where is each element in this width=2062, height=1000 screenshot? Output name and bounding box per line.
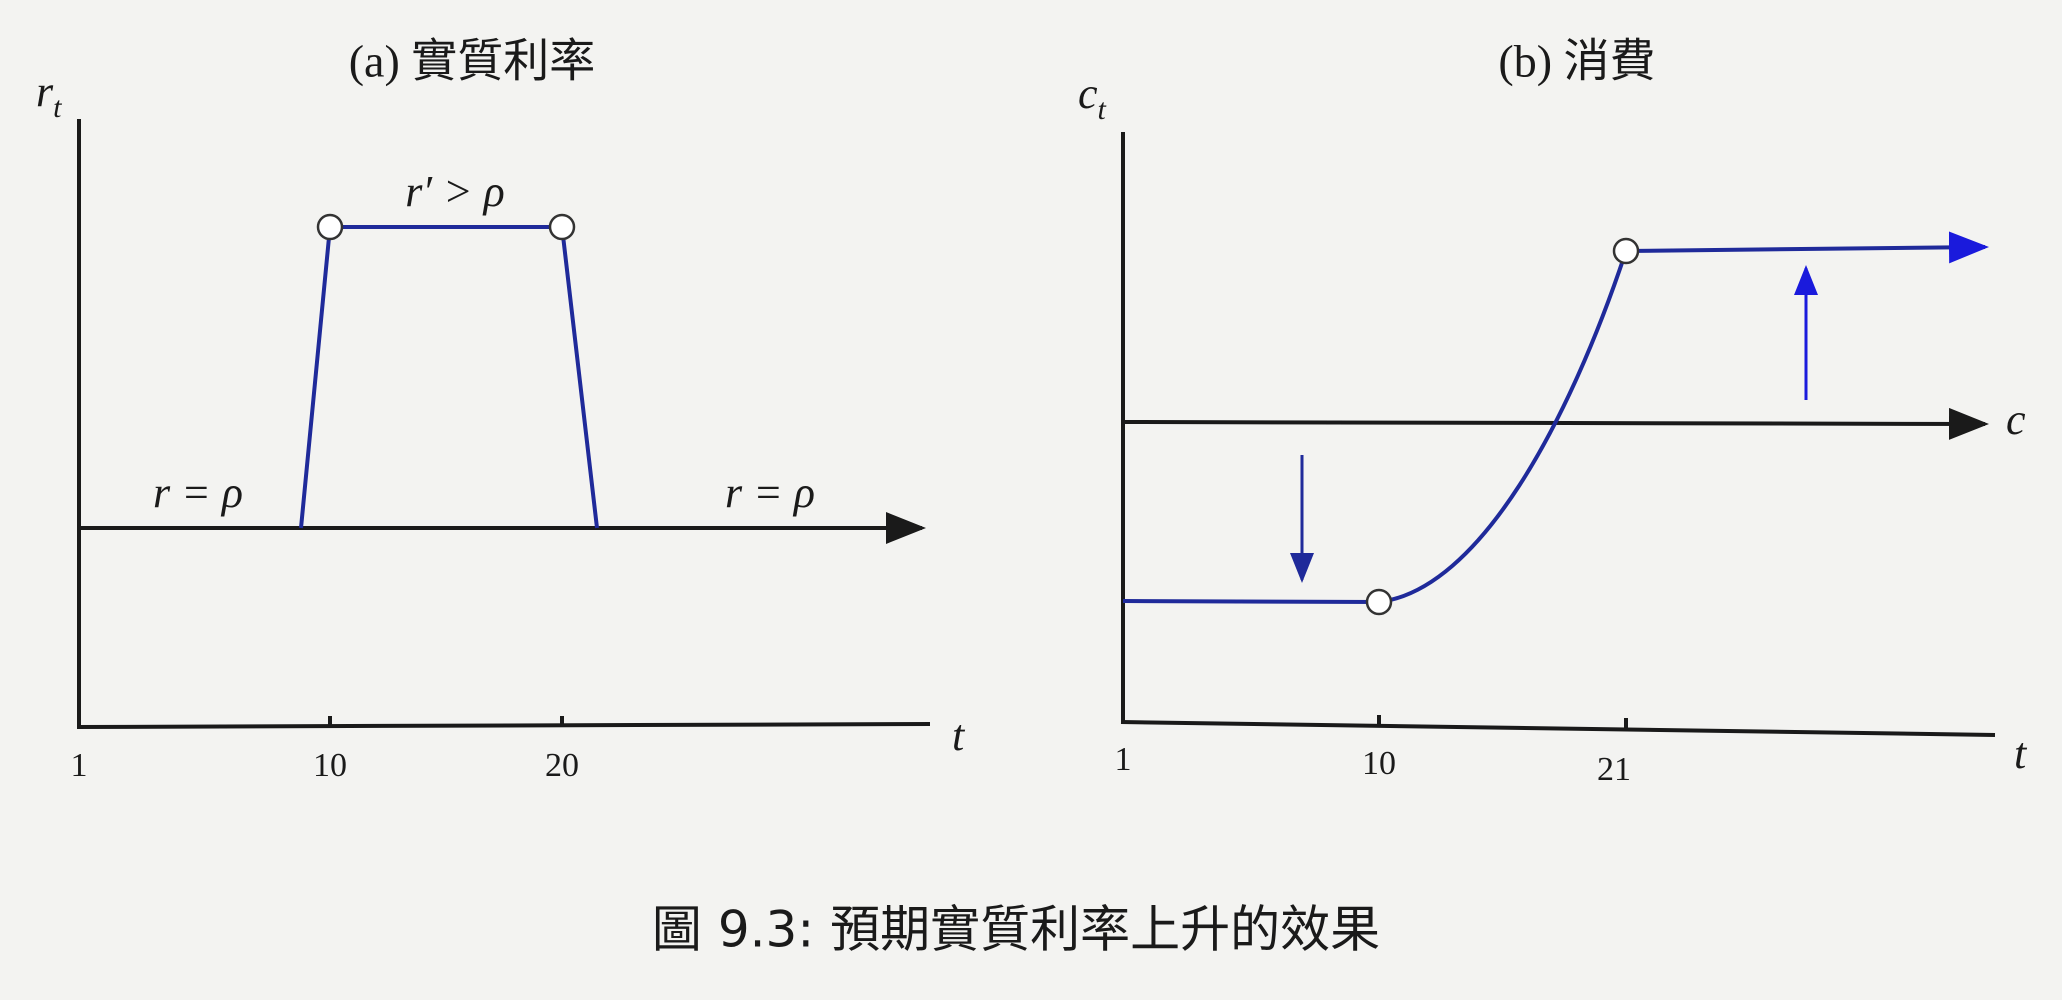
subscript: t [1098, 93, 1107, 126]
x-tick-label: 10 [313, 747, 347, 784]
y-axis-label: ct [1078, 69, 1107, 126]
annotation: r = ρ [153, 468, 243, 517]
point [548, 213, 576, 241]
subscript: t [53, 91, 62, 124]
panel-b: (b) 消費 ct 1 10 21 t c [1078, 36, 2028, 788]
annotation: c [2006, 395, 2026, 444]
symbol: c [1078, 69, 1098, 118]
x-tick-label: 21 [1597, 751, 1631, 788]
x-tick-label: 20 [545, 747, 579, 784]
symbol: r [36, 67, 54, 116]
x-axis [1120, 720, 1996, 737]
panel-a: (a) 實質利率 rt 1 10 20 t r′ > ρ r = ρ r = ρ [36, 36, 966, 784]
panel-title: (b) 消費 [1498, 36, 1655, 87]
caption: 圖 9.3: 預期實質利率上升的效果 [652, 901, 1380, 959]
point [1612, 237, 1640, 265]
x-axis [76, 722, 931, 729]
y-axis-label: rt [36, 67, 62, 124]
x-axis-label: t [952, 711, 966, 760]
annotation: r = ρ [725, 468, 815, 517]
x-tick-label: 1 [71, 747, 88, 784]
point [316, 213, 344, 241]
rate-path [299, 225, 599, 529]
point [1365, 588, 1393, 616]
annotation: r′ > ρ [405, 167, 505, 216]
panel-title: (a) 實質利率 [349, 36, 596, 87]
x-tick-label: 10 [1362, 745, 1396, 782]
consumption-path [1122, 231, 1989, 605]
x-tick-label: 1 [1115, 741, 1132, 778]
x-axis-label: t [2014, 729, 2028, 778]
